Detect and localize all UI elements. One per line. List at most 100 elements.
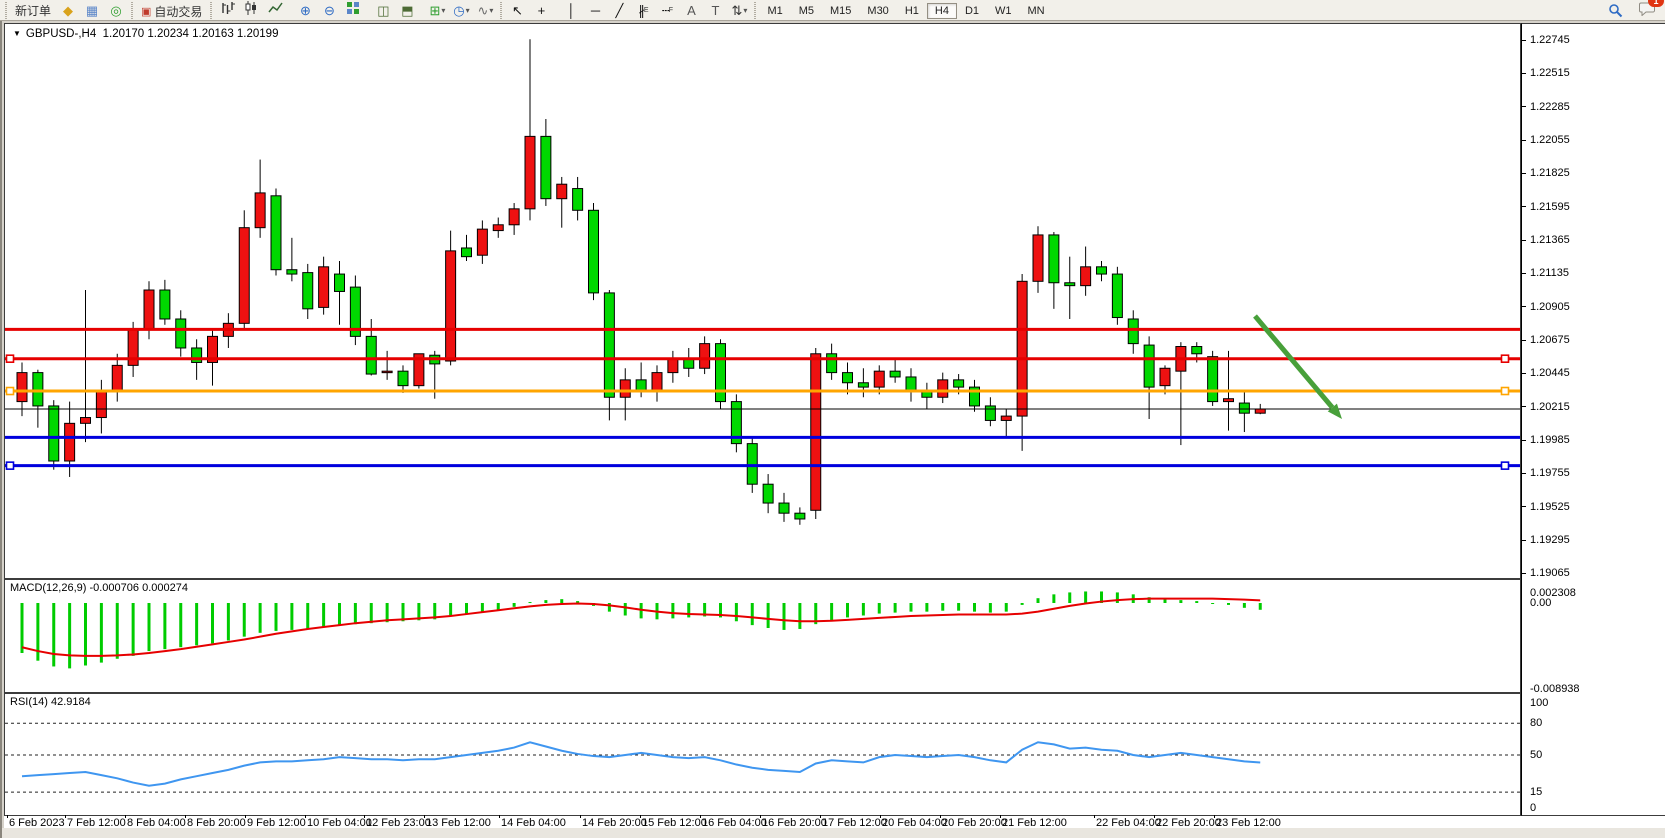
text-icon[interactable]: A bbox=[687, 3, 696, 18]
notification-badge: 1 bbox=[1648, 0, 1664, 7]
equidistant-channel-icon[interactable]: ∦ E bbox=[638, 3, 649, 18]
dock-chart-icon[interactable]: ⬒ bbox=[401, 3, 414, 18]
macd-tick-label: 0.00 bbox=[1530, 597, 1552, 609]
time-tick bbox=[364, 815, 365, 818]
price-tick-label: 1.19065 bbox=[1530, 567, 1570, 580]
price-tick-label: 1.22055 bbox=[1530, 134, 1570, 146]
line-chart-icon[interactable] bbox=[263, 0, 287, 18]
time-tick-label: 22 Feb 04:00 bbox=[1096, 817, 1161, 829]
search-icon[interactable] bbox=[1603, 0, 1627, 20]
auto-arrange-icon[interactable]: ◫ bbox=[377, 3, 390, 18]
time-tick bbox=[499, 815, 500, 818]
time-tick-label: 14 Feb 20:00 bbox=[582, 817, 647, 829]
price-tick-label: 1.20905 bbox=[1530, 300, 1570, 313]
cursor-icon[interactable]: ↖ bbox=[511, 3, 523, 18]
price-tick-label: 1.19295 bbox=[1530, 534, 1570, 546]
period-m1[interactable]: M1 bbox=[767, 5, 783, 17]
trendline-icon[interactable]: ╱ bbox=[615, 3, 624, 18]
time-tick-label: 20 Feb 20:00 bbox=[942, 817, 1007, 829]
rsi-tick-label: 100 bbox=[1530, 697, 1549, 709]
time-tick-label: 8 Feb 04:00 bbox=[127, 817, 186, 829]
price-tick bbox=[1521, 206, 1526, 208]
period-h4[interactable]: H4 bbox=[926, 3, 957, 19]
notifications-button[interactable]: 1 bbox=[1635, 0, 1664, 21]
time-tick-label: 21 Feb 12:00 bbox=[1002, 817, 1067, 829]
symbol-period-label: GBPUSD-,H4 bbox=[25, 28, 97, 40]
period-w1[interactable]: W1 bbox=[995, 5, 1012, 17]
fibonacci-icon[interactable]: ┄ F bbox=[661, 3, 673, 18]
price-tick bbox=[1521, 106, 1526, 108]
toolbar-grip bbox=[500, 2, 503, 19]
horizontal-line-icon[interactable]: ─ bbox=[590, 3, 601, 18]
arrows-icon[interactable]: ⇅ ▾ bbox=[731, 3, 748, 18]
bar-chart-icon[interactable] bbox=[215, 0, 239, 18]
print-preview-icon[interactable]: ▦ bbox=[85, 3, 99, 18]
time-tick bbox=[700, 815, 701, 818]
indicators-icon[interactable]: ∿ ▾ bbox=[477, 3, 494, 18]
price-tick-label: 1.21825 bbox=[1530, 167, 1570, 180]
time-tick bbox=[580, 815, 581, 818]
rsi-tick-label: 0 bbox=[1530, 802, 1537, 814]
macd-pane[interactable]: MACD(12,26,9) -0.000706 0.000274 bbox=[4, 579, 1521, 693]
time-tick bbox=[125, 815, 126, 818]
autotrade-button[interactable]: ▣ 自动交易 bbox=[141, 5, 203, 19]
period-d1[interactable]: D1 bbox=[964, 5, 979, 17]
time-tick bbox=[1000, 815, 1001, 818]
toolbar: 新订单 ◆ ▦ ◎ ▣ 自动交易 ⊕ ⊖ ◫ ⬒ ⊞ ▾ ◷ ▾ ∿ ▾ ↖ + │ ─ ╱ ∦ E ┄ F A T ⇅ ▾ M1 M5 M… bbox=[0, 0, 1665, 21]
rsi-tick-label: 50 bbox=[1530, 749, 1543, 761]
toolbar-grip bbox=[5, 2, 7, 19]
price-tick-label: 1.22285 bbox=[1530, 100, 1570, 113]
period-h1[interactable]: H1 bbox=[904, 5, 919, 17]
time-tick bbox=[820, 815, 821, 818]
new-order-button[interactable]: 新订单 bbox=[15, 4, 52, 18]
price-tick-label: 1.20215 bbox=[1530, 400, 1570, 413]
vertical-line-icon[interactable]: │ bbox=[567, 3, 576, 18]
macd-label: MACD(12,26,9) -0.000706 0.000274 bbox=[10, 582, 188, 594]
broadcast-icon[interactable]: ◎ bbox=[110, 3, 122, 18]
chevron-down-icon[interactable]: ▼ bbox=[13, 29, 21, 38]
toolbar-grip bbox=[210, 2, 213, 19]
price-pane[interactable]: ▼ GBPUSD-,H4 1.20170 1.20234 1.20163 1.20… bbox=[4, 23, 1521, 579]
price-tick bbox=[1521, 239, 1526, 241]
macd-tick-label: 0.002308 bbox=[1530, 587, 1576, 599]
period-m15[interactable]: M15 bbox=[830, 5, 852, 17]
toolbar-grip bbox=[131, 2, 134, 19]
time-tick bbox=[1094, 815, 1095, 818]
time-tick-label: 6 Feb 2023 bbox=[9, 817, 65, 829]
chart-window: ▼ GBPUSD-,H4 1.20170 1.20234 1.20163 1.20… bbox=[0, 21, 1665, 838]
crosshair-icon[interactable]: + bbox=[537, 3, 546, 18]
time-tick bbox=[1154, 815, 1155, 818]
time-tick bbox=[245, 815, 246, 818]
time-tick bbox=[760, 815, 761, 818]
time-axis[interactable]: 6 Feb 2023 7 Feb 12:00 8 Feb 04:00 8 Feb 20… bbox=[4, 815, 1665, 829]
time-tick-label: 15 Feb 12:00 bbox=[642, 817, 707, 829]
gold-ingot-icon[interactable]: ◆ bbox=[63, 3, 74, 18]
time-tick-label: 23 Feb 12:00 bbox=[1216, 817, 1281, 829]
zoom-out-icon[interactable]: ⊖ bbox=[323, 3, 335, 18]
text-label-icon[interactable]: T bbox=[711, 3, 720, 18]
new-chart-icon[interactable]: ⊞ ▾ bbox=[429, 3, 446, 18]
price-tick bbox=[1521, 339, 1526, 341]
profiles-icon[interactable]: ◷ ▾ bbox=[453, 3, 470, 18]
time-tick-label: 14 Feb 04:00 bbox=[501, 817, 566, 829]
time-tick-label: 16 Feb 20:00 bbox=[762, 817, 827, 829]
period-m5[interactable]: M5 bbox=[798, 5, 814, 17]
zoom-in-icon[interactable]: ⊕ bbox=[299, 3, 311, 18]
time-tick bbox=[7, 815, 8, 818]
period-mn[interactable]: MN bbox=[1027, 5, 1045, 17]
chart-title: ▼ GBPUSD-,H4 1.20170 1.20234 1.20163 1.20… bbox=[13, 28, 278, 40]
price-tick bbox=[1521, 72, 1526, 74]
price-axis[interactable]: 1.207481.205461.203231.200031.198081.201… bbox=[1521, 23, 1665, 816]
tile-windows-icon[interactable] bbox=[341, 0, 365, 18]
time-tick-label: 16 Feb 04:00 bbox=[702, 817, 767, 829]
price-tick-label: 1.21365 bbox=[1530, 234, 1570, 246]
time-tick-label: 7 Feb 12:00 bbox=[67, 817, 126, 829]
time-tick-label: 20 Feb 04:00 bbox=[882, 817, 947, 829]
price-tick-label: 1.22515 bbox=[1530, 67, 1570, 80]
window-bottom-strip bbox=[2, 828, 1665, 838]
time-tick bbox=[424, 815, 425, 818]
period-m30[interactable]: M30 bbox=[867, 5, 889, 17]
rsi-pane[interactable]: RSI(14) 42.9184 bbox=[4, 693, 1521, 816]
time-tick-label: 13 Feb 12:00 bbox=[426, 817, 491, 829]
candlestick-chart-icon[interactable] bbox=[239, 0, 263, 18]
